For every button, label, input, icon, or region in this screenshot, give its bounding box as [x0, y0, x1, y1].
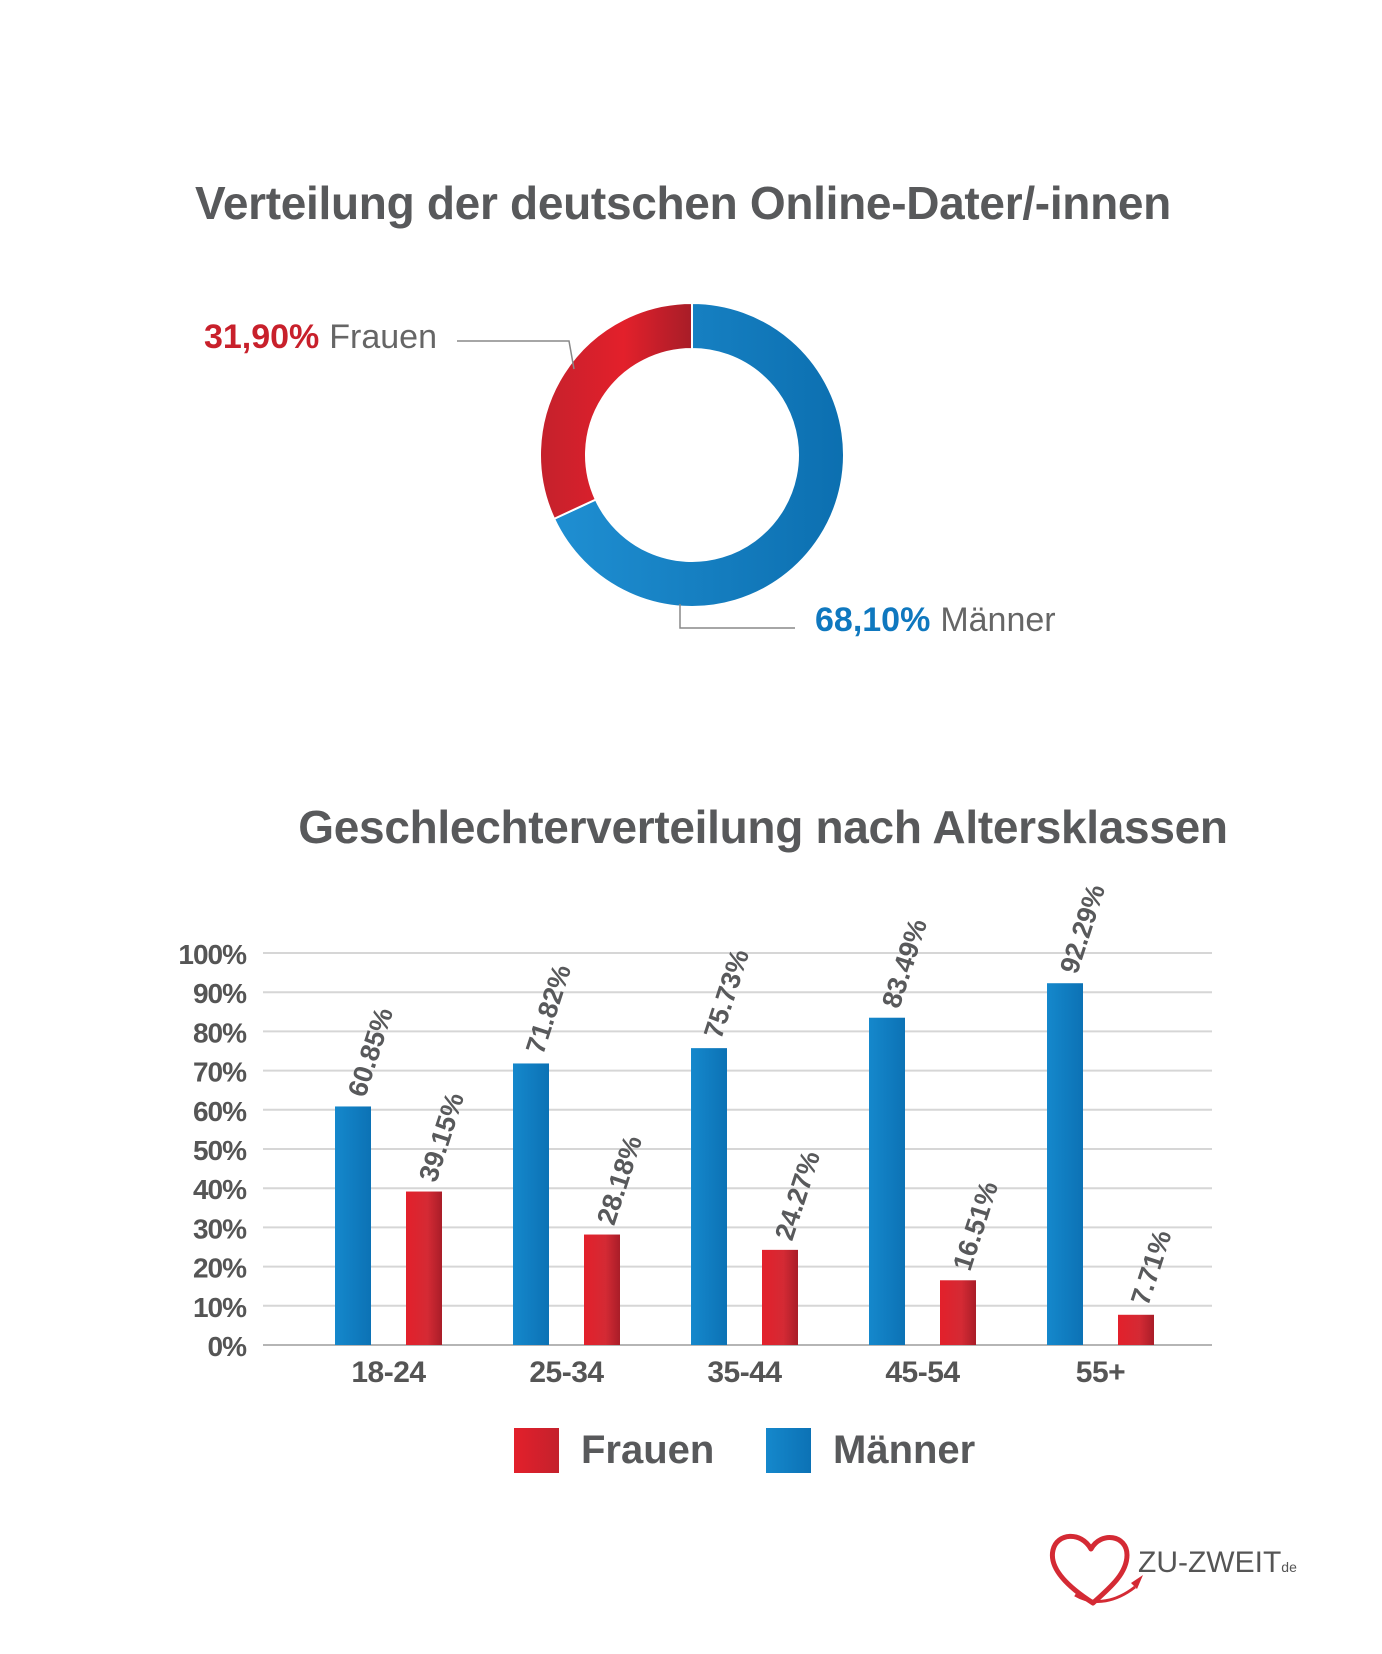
logo-text: ZU-ZWEITde [1138, 1546, 1297, 1580]
bar-chart-title: Geschlechterverteilung nach Altersklasse… [298, 801, 1228, 853]
legend-swatch-frauen [514, 1428, 559, 1473]
bar-maenner-35-44 [691, 1048, 727, 1345]
legend-swatch-maenner [766, 1428, 811, 1473]
heart-logo-icon [1049, 1533, 1143, 1606]
data-label-frauen: 24.27% [769, 1147, 826, 1243]
data-label-maenner: 60.85% [342, 1004, 399, 1100]
bar-frauen-25-34 [584, 1234, 620, 1345]
donut-label-frauen-value: 31,90% [203, 318, 320, 356]
y-tick-label: 50% [193, 1135, 247, 1166]
y-tick-label: 40% [193, 1174, 247, 1205]
data-label-frauen: 28.18% [591, 1132, 648, 1228]
legend-label-maenner: Männer [833, 1428, 976, 1472]
data-label-maenner: 75.73% [698, 946, 755, 1042]
bar-frauen-18-24 [406, 1191, 442, 1345]
donut-label-frauen-name: Frauen [329, 318, 437, 356]
legend-label-frauen: Frauen [581, 1428, 715, 1472]
bar-frauen-35-44 [762, 1249, 798, 1345]
y-tick-label: 60% [193, 1096, 247, 1127]
donut-label-maenner-name: Männer [940, 601, 1056, 639]
donut-label-maenner-value: 68,10% [815, 601, 931, 639]
bar-maenner-18-24 [335, 1106, 371, 1345]
data-label-maenner: 83.49% [876, 915, 933, 1011]
bar-maenner-45-54 [869, 1017, 905, 1345]
legend-item-frauen: Frauen [514, 1428, 714, 1473]
y-tick-label: 70% [193, 1057, 247, 1088]
bar-maenner-55+ [1047, 983, 1083, 1345]
y-tick-label: 100% [178, 939, 247, 970]
y-tick-label: 10% [193, 1292, 247, 1323]
x-tick-label: 35-44 [707, 1356, 782, 1389]
x-tick-label: 55+ [1076, 1356, 1125, 1389]
donut-leader-maenner [679, 604, 795, 629]
logo-name: ZU-ZWEIT [1138, 1546, 1282, 1579]
legend-item-maenner: Männer [766, 1428, 975, 1473]
donut-slice-maenner [552, 301, 845, 608]
data-label-frauen: 16.51% [947, 1178, 1004, 1274]
y-tick-label: 30% [193, 1213, 247, 1244]
y-tick-label: 0% [208, 1331, 248, 1362]
bar-maenner-25-34 [513, 1063, 549, 1345]
bar-frauen-45-54 [940, 1280, 976, 1345]
donut-slice-frauen [539, 301, 693, 521]
data-label-maenner: 92.29% [1054, 881, 1111, 977]
donut-label-maenner: 68,10% Männer [815, 601, 1056, 640]
y-tick-label: 90% [193, 978, 247, 1009]
logo-suffix: de [1281, 1559, 1297, 1575]
y-tick-label: 80% [193, 1017, 247, 1048]
y-tick-label: 20% [193, 1253, 247, 1284]
x-tick-label: 18-24 [351, 1356, 426, 1389]
bar-frauen-55+ [1118, 1314, 1154, 1345]
donut-chart-title: Verteilung der deutschen Online-Dater/-i… [195, 177, 1171, 229]
x-tick-label: 45-54 [885, 1356, 960, 1389]
donut-label-frauen: 31,90% Frauen [204, 318, 437, 357]
x-tick-label: 25-34 [529, 1356, 604, 1389]
data-label-frauen: 39.15% [413, 1089, 470, 1185]
donut-leader-frauen [457, 340, 575, 370]
data-label-maenner: 71.82% [520, 961, 577, 1057]
